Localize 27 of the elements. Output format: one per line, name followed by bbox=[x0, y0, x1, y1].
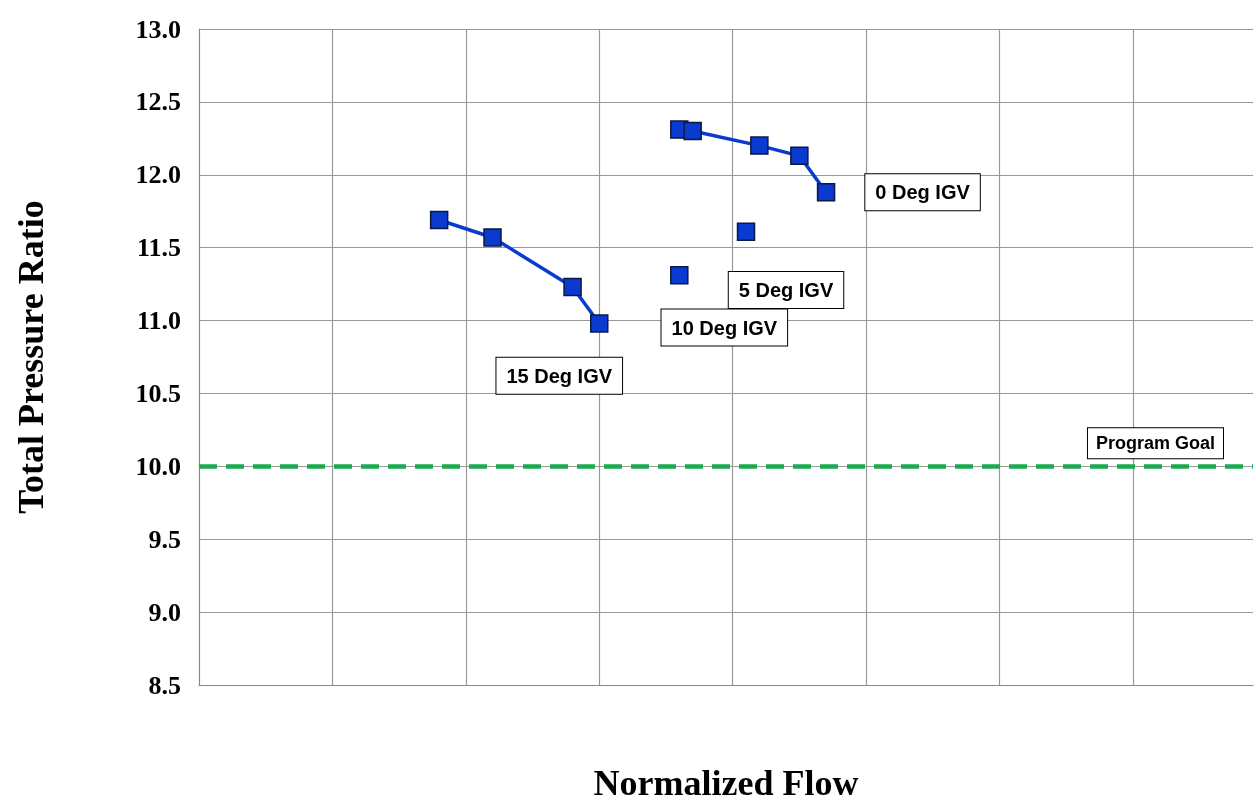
x-axis-title: Normalized Flow bbox=[593, 763, 859, 803]
ref-line-label: Program Goal bbox=[1095, 433, 1215, 454]
point bbox=[790, 146, 809, 166]
y-tick-label: 11.5 bbox=[136, 233, 181, 263]
y-tick-label: 9.5 bbox=[148, 524, 181, 554]
text: 0 Deg IGV bbox=[875, 181, 971, 204]
series-label: 5 Deg IGV bbox=[738, 278, 834, 301]
point bbox=[670, 266, 689, 285]
point bbox=[683, 121, 702, 141]
y-tick-label: 11.0 bbox=[136, 306, 181, 336]
y-tick-label: 10.0 bbox=[135, 451, 181, 481]
y-axis-title: Total Pressure Ratio bbox=[11, 200, 51, 514]
y-tick-label: 12.5 bbox=[135, 87, 181, 117]
point bbox=[483, 228, 502, 247]
point bbox=[590, 314, 609, 333]
y-tick-label: 13.0 bbox=[135, 14, 181, 44]
series-label: 15 Deg IGV bbox=[506, 364, 613, 387]
y-tick-label: 12.0 bbox=[135, 160, 181, 190]
point bbox=[736, 222, 756, 241]
point bbox=[750, 136, 769, 155]
y-tick-label: 8.5 bbox=[148, 670, 181, 700]
point bbox=[563, 277, 582, 297]
y-tick-label: 9.0 bbox=[148, 597, 181, 627]
point bbox=[429, 210, 449, 230]
point bbox=[816, 183, 836, 202]
series-label: 10 Deg IGV bbox=[671, 316, 778, 339]
y-tick-label: 10.5 bbox=[135, 378, 181, 408]
